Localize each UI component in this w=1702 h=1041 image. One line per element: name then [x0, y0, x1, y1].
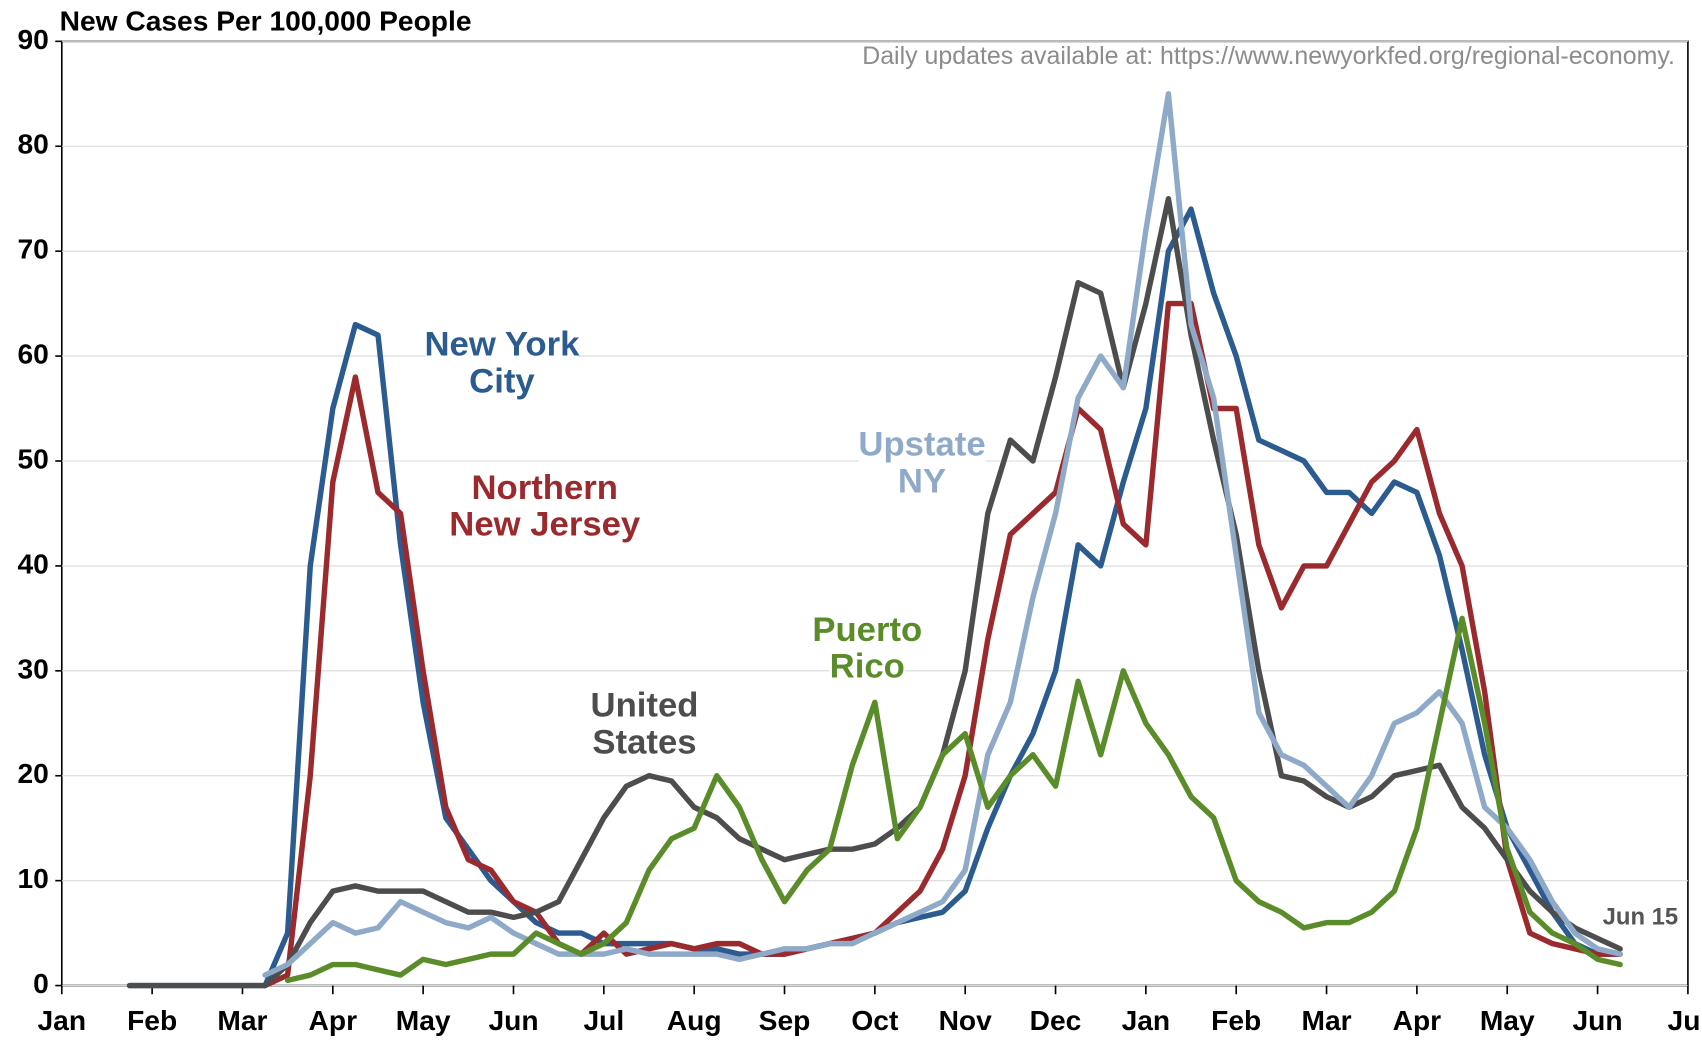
series-label: New York City: [410, 325, 594, 401]
x-tick-label: May: [396, 1004, 451, 1036]
x-tick-label: Mar: [217, 1004, 267, 1036]
x-tick-label: Dec: [1030, 1004, 1082, 1036]
x-tick-label: Feb: [1211, 1004, 1261, 1036]
x-tick-label: Jul: [1668, 1004, 1702, 1036]
series-label-text: New York City: [424, 325, 580, 401]
x-tick-label: Nov: [939, 1004, 993, 1036]
y-tick-label: 50: [17, 442, 48, 474]
end-label: Jun 15: [1603, 904, 1679, 931]
series-label-text: Puerto Rico: [812, 610, 923, 686]
x-tick-label: Jan: [1122, 1004, 1171, 1036]
x-tick-label: Aug: [667, 1004, 722, 1036]
y-tick-label: 80: [17, 128, 48, 160]
x-tick-label: Jun: [1573, 1004, 1623, 1036]
y-tick-label: 90: [17, 23, 48, 55]
label-box: Upstate NY: [843, 425, 1000, 500]
source-note: Daily updates available at: https://www.…: [862, 42, 1675, 70]
y-tick-label: 0: [33, 967, 49, 999]
x-tick-label: May: [1480, 1004, 1535, 1036]
y-tick-label: 20: [17, 757, 48, 789]
lines: [126, 91, 1623, 989]
y-tick-label: 10: [17, 862, 48, 894]
series-label-text: United States: [590, 686, 699, 762]
series-label: Puerto Rico: [797, 610, 938, 686]
x-tick-label: Apr: [309, 1004, 358, 1036]
label-box: United States: [571, 686, 717, 762]
x-tick-label: Sep: [759, 1004, 811, 1036]
series-line: [126, 196, 1623, 989]
y-tick-label: 60: [17, 338, 48, 370]
series-label: Northern New Jersey: [434, 468, 656, 544]
x-tick-label: Oct: [851, 1004, 899, 1036]
x-tick-label: Mar: [1301, 1004, 1351, 1036]
x-tick-label: Jul: [583, 1004, 624, 1036]
grid: [55, 40, 1689, 995]
x-tick-label: Jan: [38, 1004, 87, 1036]
label-box: Puerto Rico: [797, 610, 938, 686]
x-tick-label: Apr: [1393, 1004, 1442, 1036]
series-line: [284, 615, 1623, 984]
series-label-text: Northern New Jersey: [449, 468, 641, 544]
x-tick-label: Feb: [127, 1004, 177, 1036]
y-tick-label: 70: [17, 233, 48, 265]
series-label-text: Upstate NY: [858, 425, 986, 500]
series-line: [262, 91, 1623, 978]
series-label: Upstate NY: [843, 425, 1000, 500]
series-line: [262, 300, 1623, 989]
label-box: Northern New Jersey: [434, 468, 656, 544]
chart-title: New Cases Per 100,000 People: [60, 4, 472, 36]
x-tick-label: Jun: [488, 1004, 538, 1036]
series-label: United States: [571, 686, 717, 762]
y-tick-label: 40: [17, 547, 48, 579]
y-tick-label: 30: [17, 652, 48, 684]
label-box: New York City: [410, 325, 594, 401]
